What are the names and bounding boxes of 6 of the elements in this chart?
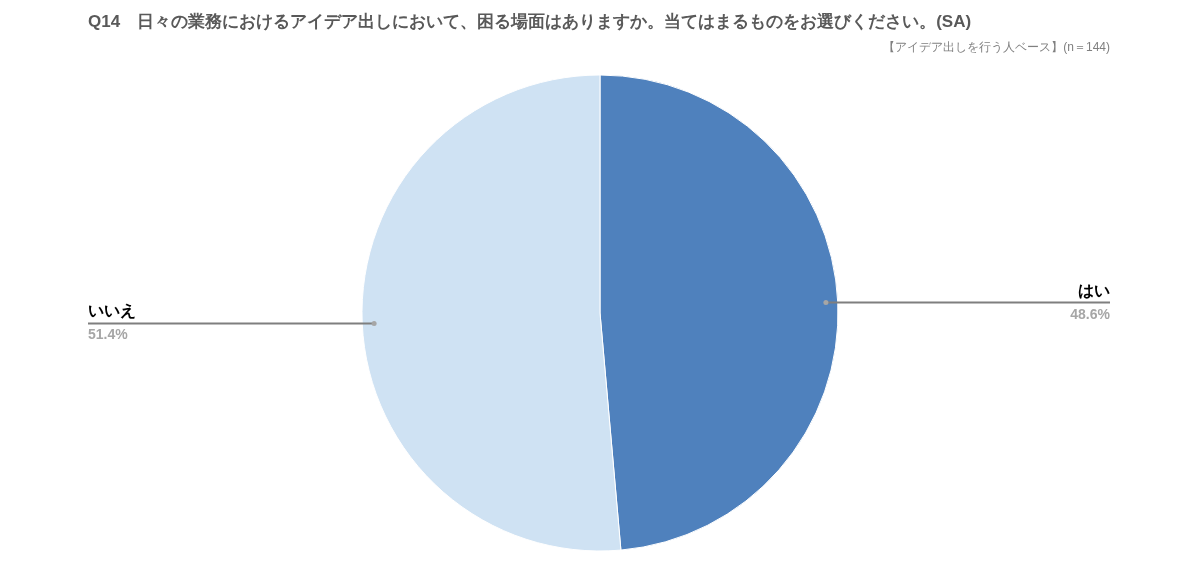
slice-label: はい [1078, 281, 1110, 299]
chart-title: Q14 日々の業務におけるアイデア出しにおいて、困る場面はありますか。当てはまるものをお選びください。(SA) [88, 12, 972, 31]
data-label: 48.6% [1070, 305, 1111, 322]
data-label: 51.4% [88, 326, 129, 343]
chart-subtitle: 【アイデア出しを行う人ベース】(n＝144) [883, 40, 1110, 54]
slice-label: いいえ [88, 302, 136, 320]
